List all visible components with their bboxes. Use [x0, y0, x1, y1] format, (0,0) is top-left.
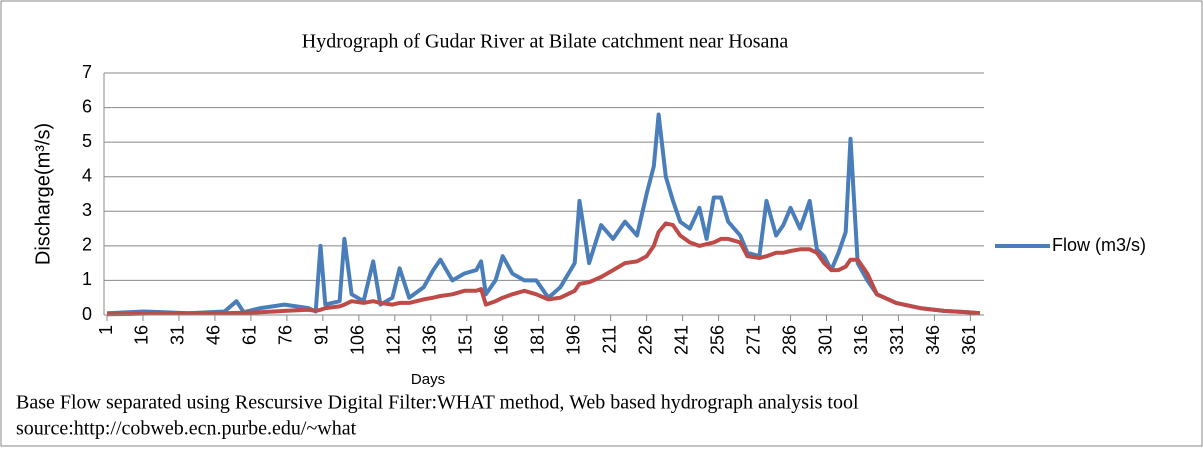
- x-tick-label: 136: [420, 325, 440, 355]
- series-line: [106, 221, 981, 317]
- x-tick-label: 241: [671, 325, 691, 355]
- y-tick-label: 3: [82, 200, 92, 220]
- y-tick-label: 4: [82, 165, 92, 185]
- x-tick-label: 106: [348, 325, 368, 355]
- y-tick-label: 0: [82, 304, 92, 324]
- x-tick-label: 181: [527, 325, 547, 355]
- x-tick-label: 271: [743, 325, 763, 355]
- x-tick-label: 256: [707, 325, 727, 355]
- x-tick-label: 46: [204, 325, 224, 345]
- x-tick-label: 346: [923, 325, 943, 355]
- x-tick-label: 76: [276, 325, 296, 345]
- x-tick-label: 196: [563, 325, 583, 355]
- y-axis-label: Discharge(m³/s): [32, 123, 54, 265]
- x-tick-label: 211: [599, 325, 619, 354]
- x-tick-label: 91: [312, 325, 332, 345]
- x-tick-label: 316: [851, 325, 871, 355]
- x-tick-label: 16: [132, 325, 152, 345]
- y-tick-label: 1: [82, 269, 92, 289]
- x-tick-label: 361: [959, 325, 979, 355]
- y-tick-label: 6: [82, 96, 92, 116]
- x-tick-label: 286: [779, 325, 799, 355]
- x-tick-label: 121: [384, 325, 404, 355]
- x-tick-label: 61: [240, 325, 260, 345]
- chart-title: Hydrograph of Gudar River at Bilate catc…: [302, 31, 789, 53]
- annotation: Base Flow separated using Rescursive Dig…: [16, 392, 859, 414]
- x-tick-label: 1: [96, 325, 116, 335]
- legend-label: Flow (m3/s): [1052, 235, 1146, 255]
- series-line: [106, 112, 981, 316]
- y-tick-label: 7: [82, 62, 92, 82]
- x-tick-label: 151: [456, 325, 476, 355]
- annotation: source:http://cobweb.ecn.purbe.edu/~what: [16, 418, 357, 440]
- x-tick-label: 166: [491, 325, 511, 355]
- y-tick-label: 5: [82, 131, 92, 151]
- x-tick-label: 301: [815, 325, 835, 355]
- x-tick-label: 226: [635, 325, 655, 355]
- y-tick-label: 2: [82, 235, 92, 255]
- x-axis-label: Days: [411, 371, 445, 388]
- x-tick-label: 31: [168, 325, 188, 345]
- x-tick-label: 331: [887, 325, 907, 355]
